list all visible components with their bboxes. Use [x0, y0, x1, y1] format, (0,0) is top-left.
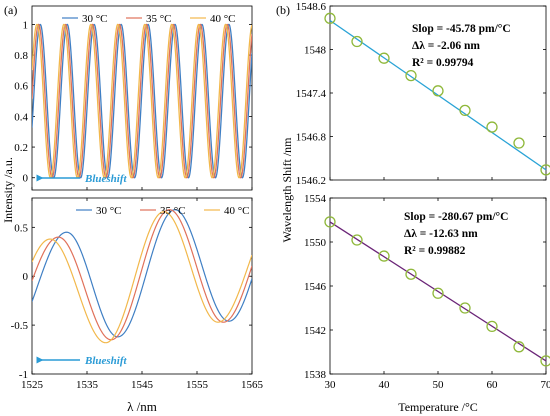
axes-frame [31, 197, 253, 375]
plot-area [32, 209, 252, 344]
data-point-3 [405, 69, 417, 82]
y-tick-label: 1542 [304, 325, 326, 337]
data-point-6 [486, 121, 498, 133]
fit-line [329, 221, 547, 362]
blueshift-label: Blueshift [84, 173, 128, 185]
y-tick-label: 1548.6 [296, 1, 327, 13]
legend-label: 30 °C [82, 13, 108, 25]
y-tick-label: 1554 [304, 193, 327, 205]
data-point-0 [324, 216, 336, 228]
series-line-2 [32, 211, 252, 344]
series-line-1 [32, 23, 252, 179]
right-y-axis-label: Wavelength Shift /nm [280, 137, 294, 243]
data-point-8 [540, 355, 550, 367]
y-tick-label: 1550 [304, 237, 327, 249]
panel-a-bottom-spectrum-chart: -1 -0.5 0 0.5 1525 1535 1545 1555 1565 30 °C 35 °C… [11, 197, 264, 391]
fit-annotation-1: Δλ = -2.06 nm [412, 40, 480, 52]
y-tick-label: 0 [23, 271, 29, 283]
series-line-0 [32, 23, 252, 179]
y-tick-label: -1 [19, 369, 28, 381]
panel-a-label: (a) [4, 3, 17, 17]
panel-a-top-spectrum-chart: 0 0.2 0.4 0.6 0.8 1 30 °C 35 °C 40 °C Blueshift [14, 5, 253, 191]
blueshift-label: Blueshift [84, 355, 128, 367]
y-tick-label: 0.2 [14, 142, 28, 154]
fit-annotation-1: Δλ = -12.63 nm [404, 228, 478, 240]
y-tick-label: 1548 [304, 45, 327, 57]
data-point-5 [459, 302, 471, 314]
right-x-axis-label: Temperature /°C [398, 400, 478, 414]
x-tick-label: 30 [325, 379, 337, 391]
y-tick-label: 0 [23, 173, 29, 185]
x-tick-label: 40 [379, 379, 391, 391]
y-tick-label: 0.4 [14, 111, 28, 123]
fit-annotation-2: R² = 0.99882 [404, 245, 466, 257]
x-tick-label: 1525 [21, 379, 44, 391]
data-point-2 [378, 52, 390, 64]
legend-label: 35 °C [160, 205, 186, 217]
legend-label: 40 °C [224, 205, 250, 217]
y-tick-label: 1547.4 [296, 88, 327, 100]
x-tick-label: 1535 [76, 379, 99, 391]
x-tick-label: 60 [487, 379, 499, 391]
data-point-4 [432, 85, 444, 97]
legend-label: 30 °C [96, 205, 122, 217]
data-point-4 [432, 287, 444, 299]
fit-annotation-2: R² = 0.99794 [412, 57, 474, 69]
left-y-axis-label: Intensity /a.u. [1, 157, 15, 223]
legend-label: 40 °C [210, 13, 236, 25]
y-tick-label: 0.8 [14, 50, 28, 62]
data-point-6 [486, 320, 498, 333]
series-line-0 [32, 209, 252, 338]
x-tick-label: 1545 [131, 379, 154, 391]
data-point-3 [405, 268, 417, 280]
y-tick-label: 0.5 [14, 222, 28, 234]
panel-b-label: (b) [276, 3, 290, 17]
data-point-1 [351, 35, 363, 48]
y-tick-label: 1 [23, 19, 29, 31]
series-line-2 [32, 23, 252, 179]
data-point-5 [459, 104, 471, 117]
legend-label: 35 °C [146, 13, 172, 25]
y-tick-label: 1538 [304, 369, 327, 381]
data-point-8 [540, 164, 550, 176]
data-point-7 [513, 341, 525, 353]
y-tick-label: 1546.2 [296, 175, 326, 187]
x-tick-label: 1565 [241, 379, 264, 391]
panel-b-top-shift-chart: 1546.2 1546.8 1547.4 1548 1548.6 Slop = -45.7… [296, 1, 550, 187]
y-tick-label: 1546 [304, 281, 327, 293]
data-point-2 [378, 250, 390, 262]
data-point-1 [351, 234, 363, 246]
data-point-0 [324, 12, 336, 24]
y-tick-label: 1546.8 [296, 132, 327, 144]
series-line-1 [32, 209, 252, 341]
data-point-7 [513, 137, 525, 149]
fit-annotation-0: Slop = -280.67 pm/°C [404, 211, 508, 223]
x-tick-label: 70 [541, 379, 550, 391]
x-tick-label: 50 [433, 379, 445, 391]
panel-b-bottom-shift-chart: 1538 1542 1546 1550 1554 30 40 50 60 70 Slop = -28… [304, 193, 550, 391]
y-tick-label: -0.5 [11, 320, 29, 332]
plot-area [32, 23, 252, 179]
x-tick-label: 1555 [186, 379, 209, 391]
left-x-axis-label: λ /nm [127, 399, 157, 414]
y-tick-label: 0.6 [14, 81, 28, 93]
fit-annotation-0: Slop = -45.78 pm/°C [412, 23, 511, 35]
